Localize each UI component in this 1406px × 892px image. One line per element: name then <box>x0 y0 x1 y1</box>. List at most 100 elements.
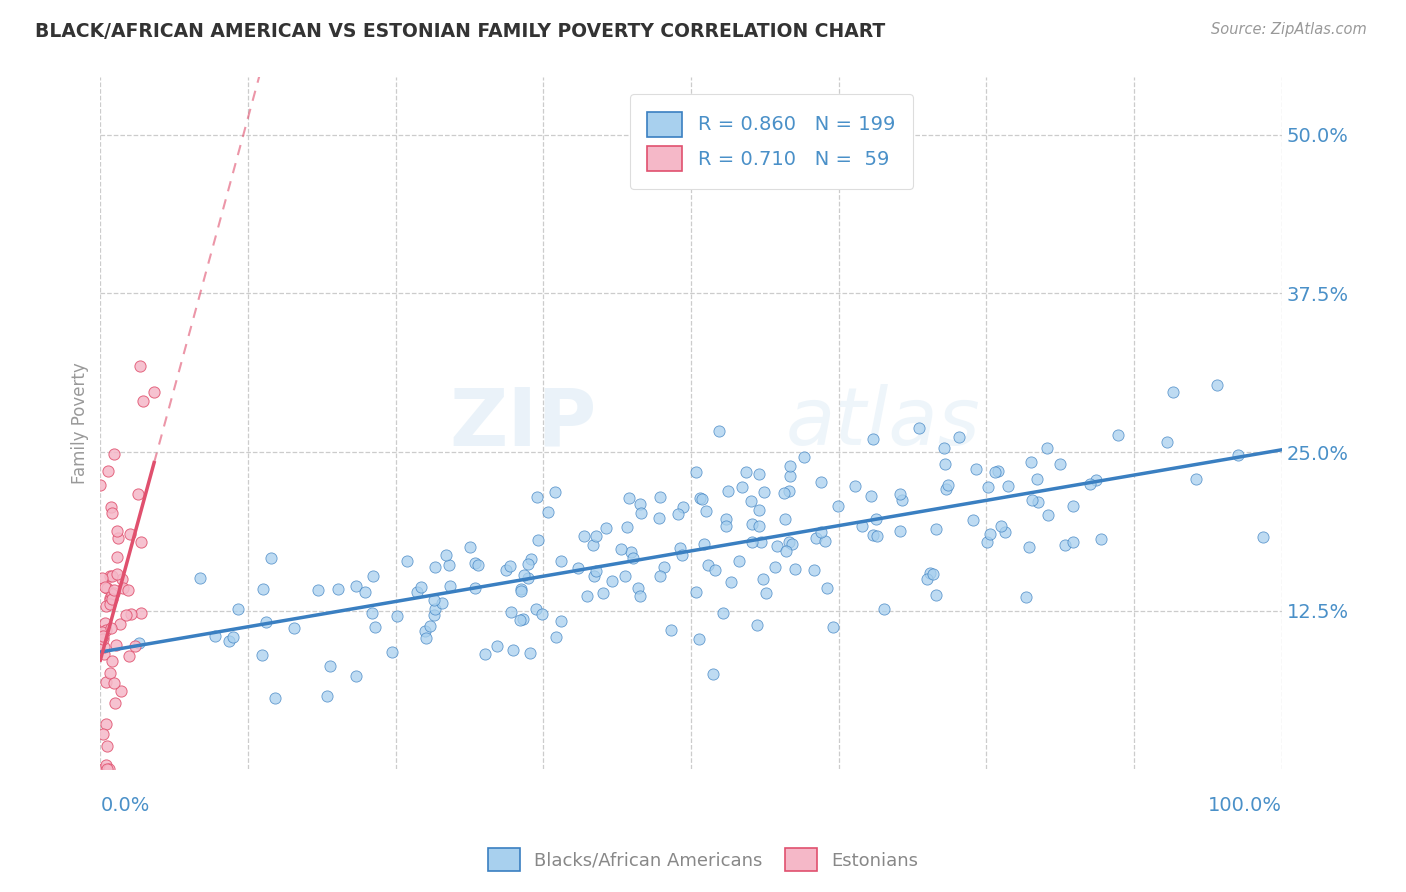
Point <box>984 465 1007 479</box>
Point <box>120 607 142 622</box>
Point <box>413 624 436 638</box>
Point <box>716 512 738 526</box>
Point <box>592 586 614 600</box>
Point <box>512 612 534 626</box>
Point <box>595 521 617 535</box>
Point <box>740 493 762 508</box>
Point <box>628 497 651 511</box>
Point <box>741 516 763 531</box>
Point <box>96 581 118 595</box>
Point <box>96 739 118 754</box>
Point <box>100 569 122 583</box>
Point <box>111 581 134 595</box>
Point <box>1018 541 1040 555</box>
Point <box>129 535 152 549</box>
Point <box>671 500 693 514</box>
Point <box>98 569 121 583</box>
Point <box>361 607 384 621</box>
Point <box>748 518 770 533</box>
Point <box>948 430 970 444</box>
Legend: Blacks/African Americans, Estonians: Blacks/African Americans, Estonians <box>481 841 925 879</box>
Point <box>94 717 117 731</box>
Point <box>922 567 945 582</box>
Point <box>110 684 132 698</box>
Point <box>806 531 828 545</box>
Point <box>600 574 623 589</box>
Point <box>1026 494 1049 508</box>
Point <box>1021 492 1043 507</box>
Point <box>226 601 249 615</box>
Point <box>91 763 114 777</box>
Point <box>103 586 125 600</box>
Point <box>467 558 489 572</box>
Point <box>319 658 342 673</box>
Point <box>891 493 914 508</box>
Point <box>100 621 122 635</box>
Point <box>994 525 1017 540</box>
Point <box>188 571 211 585</box>
Text: Source: ZipAtlas.com: Source: ZipAtlas.com <box>1211 22 1367 37</box>
Point <box>803 563 825 577</box>
Point <box>582 538 605 552</box>
Point <box>1062 499 1084 513</box>
Point <box>932 442 955 456</box>
Point <box>702 666 724 681</box>
Point <box>501 605 523 619</box>
Point <box>859 489 882 503</box>
Point <box>94 624 117 638</box>
Point <box>385 609 408 624</box>
Point <box>1019 455 1042 469</box>
Text: atlas: atlas <box>786 384 980 462</box>
Point <box>775 543 797 558</box>
Point <box>530 607 553 621</box>
Point <box>755 586 778 600</box>
Point <box>91 629 114 643</box>
Point <box>107 531 129 545</box>
Point <box>778 534 800 549</box>
Point <box>422 607 444 622</box>
Point <box>415 631 437 645</box>
Point <box>707 424 730 438</box>
Text: 0.0%: 0.0% <box>100 796 149 814</box>
Point <box>100 500 122 514</box>
Point <box>585 529 607 543</box>
Point <box>693 537 716 551</box>
Point <box>748 503 770 517</box>
Point <box>821 619 844 633</box>
Point <box>381 645 404 659</box>
Point <box>1161 384 1184 399</box>
Point <box>101 506 124 520</box>
Point <box>866 529 889 543</box>
Point <box>104 638 127 652</box>
Point <box>1107 428 1129 442</box>
Point <box>485 640 508 654</box>
Point <box>143 385 166 400</box>
Point <box>630 589 652 603</box>
Point <box>814 533 837 548</box>
Point <box>997 479 1019 493</box>
Point <box>510 583 533 598</box>
Point <box>925 588 948 602</box>
Point <box>979 526 1001 541</box>
Point <box>103 583 125 598</box>
Point <box>101 592 124 607</box>
Point <box>925 522 948 536</box>
Point <box>749 535 772 549</box>
Point <box>108 617 131 632</box>
Point <box>1026 472 1049 486</box>
Point <box>865 512 887 526</box>
Text: 100.0%: 100.0% <box>1208 796 1282 814</box>
Point <box>1206 377 1229 392</box>
Text: BLACK/AFRICAN AMERICAN VS ESTONIAN FAMILY POVERTY CORRELATION CHART: BLACK/AFRICAN AMERICAN VS ESTONIAN FAMIL… <box>35 22 886 41</box>
Point <box>118 649 141 664</box>
Point <box>990 518 1012 533</box>
Point <box>766 539 789 553</box>
Point <box>873 601 896 615</box>
Point <box>103 676 125 690</box>
Point <box>690 491 713 506</box>
Point <box>783 562 806 576</box>
Point <box>96 763 118 777</box>
Point <box>889 524 911 539</box>
Point <box>714 518 737 533</box>
Point <box>105 549 128 564</box>
